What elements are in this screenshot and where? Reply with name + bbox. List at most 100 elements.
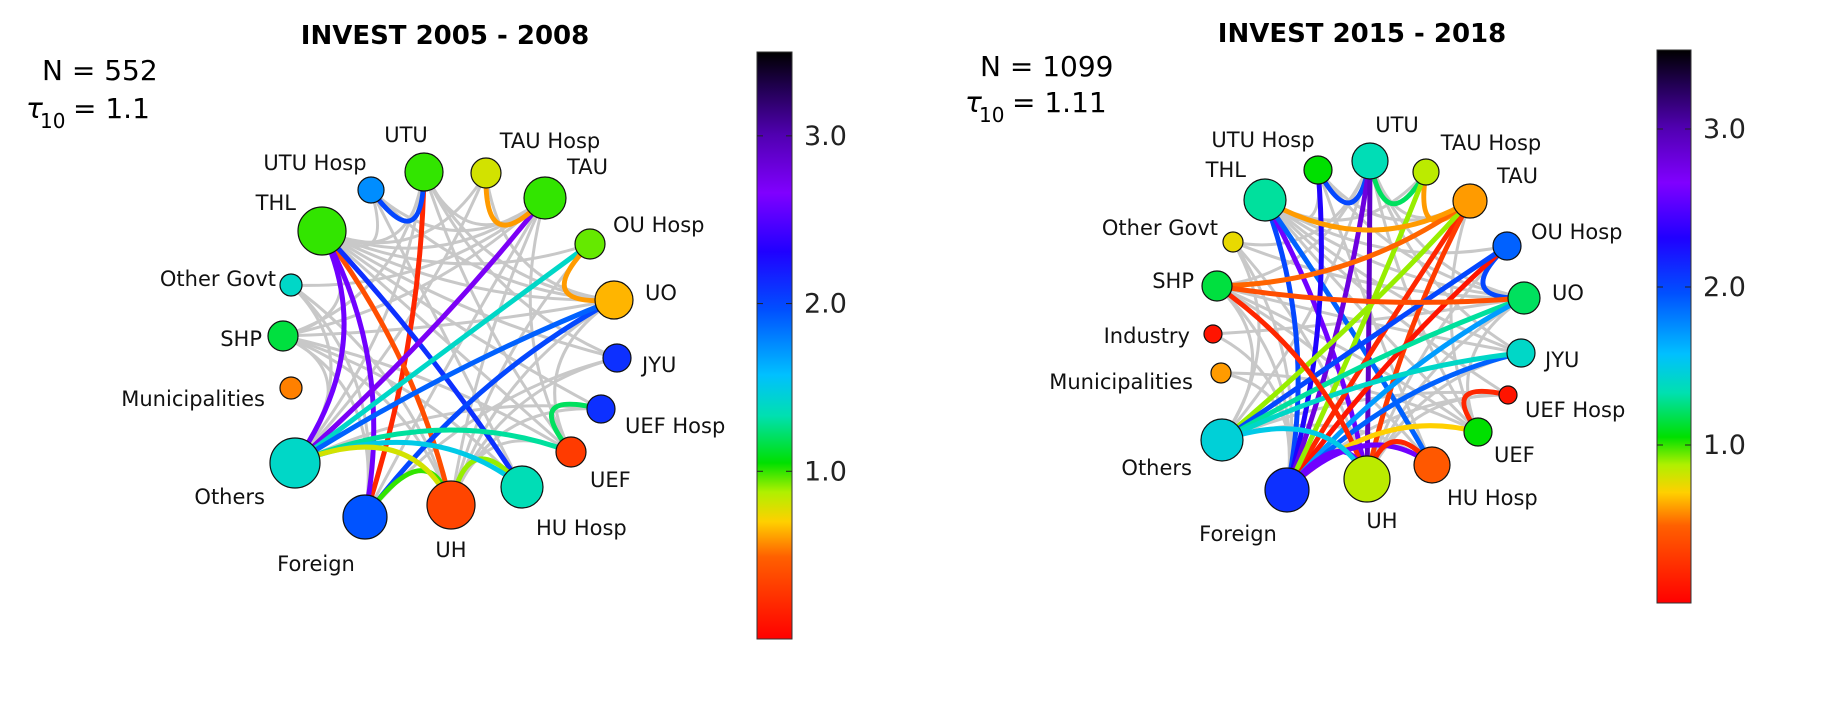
edge-uo-others — [292, 297, 617, 466]
node-thl — [1243, 178, 1287, 222]
node-labels: UTU TAU Hosp TAU OU Hosp UO JYU UEF Hosp UEF HU … — [1049, 113, 1625, 546]
colorbar-tick-label: 1.0 — [804, 456, 847, 487]
n-label: N = 1099 — [980, 50, 1113, 83]
background-edge — [321, 229, 591, 266]
background-edge — [528, 197, 573, 453]
edge-ouh-others — [292, 241, 593, 466]
node-jyu — [1506, 338, 1536, 368]
edge-thl-foreign — [1262, 197, 1301, 493]
edge-tauh-foreign — [1284, 169, 1429, 493]
node-label-foreign: Foreign — [277, 552, 355, 576]
tau-subscript: 10 — [40, 109, 65, 133]
node-huh — [500, 465, 544, 509]
background-edge — [449, 197, 547, 506]
background-edge — [321, 229, 602, 411]
background-edge — [1232, 160, 1372, 247]
node-label-others: Others — [1121, 456, 1192, 480]
node-huh — [1413, 446, 1451, 484]
node-label-municipalities: Municipalities — [121, 387, 265, 411]
colorbar-gradient — [1656, 49, 1692, 604]
node-tau — [1452, 183, 1488, 219]
background-edge — [290, 283, 453, 506]
panel-title: INVEST 2015 - 2018 — [1218, 19, 1506, 49]
colorbar-gradient — [756, 51, 793, 640]
edge-ouh-foreign — [1284, 243, 1510, 493]
node-shp — [267, 320, 299, 352]
node-uef — [555, 436, 587, 468]
colorbar-tick-label: 1.0 — [1703, 430, 1746, 461]
node-municipalities — [1210, 362, 1232, 384]
edge-tau-others — [292, 195, 548, 466]
edge-uefh-uef — [549, 401, 604, 455]
node-uefh — [1498, 385, 1518, 405]
tau-symbol: τ — [965, 86, 982, 119]
node-label-others: Others — [194, 485, 265, 509]
node-label-thl: THL — [255, 191, 297, 215]
colorbar: 1.0 2.0 3.0 — [756, 51, 847, 640]
node-uef — [1463, 417, 1493, 447]
network-nodes — [1200, 142, 1541, 513]
edge-utu-foreign — [362, 169, 427, 520]
background-edge — [1449, 200, 1480, 433]
node-tauh — [1412, 158, 1440, 186]
node-uo — [1507, 281, 1541, 315]
node-label-othergovt: Other Govt — [160, 267, 276, 291]
node-label-shp: SHP — [220, 327, 262, 351]
node-utu — [1351, 142, 1389, 180]
edge-shp-uo — [1214, 283, 1527, 305]
edge-thl-huh — [319, 228, 525, 490]
network-edges — [282, 169, 618, 520]
tau-value: = 1.11 — [1012, 86, 1107, 119]
colorbar: 1.0 2.0 3.0 — [1656, 49, 1746, 604]
background-edge — [484, 172, 615, 302]
n-label: N = 552 — [42, 54, 158, 87]
node-label-thl: THL — [1205, 158, 1247, 182]
background-edge — [1316, 169, 1525, 300]
node-label-tau: TAU — [566, 155, 608, 179]
node-label-shp: SHP — [1152, 269, 1194, 293]
tau-subscript: 10 — [979, 103, 1004, 127]
network-edges — [1212, 158, 1527, 493]
background-edge — [321, 172, 488, 245]
node-label-tauh: TAU Hosp — [499, 129, 601, 153]
node-label-jyu: JYU — [1543, 348, 1579, 372]
edge-thl-huh — [1262, 197, 1435, 468]
edge-thl-others — [292, 228, 347, 466]
background-edge — [282, 298, 615, 338]
node-uh — [1343, 455, 1391, 503]
colorbar-tick-label: 3.0 — [1703, 114, 1746, 145]
node-uefh — [586, 394, 616, 424]
tau-label: τ 10 = 1.11 — [965, 86, 1107, 127]
colorbar-tick-label: 2.0 — [1703, 272, 1746, 303]
edge-thl-foreign — [319, 228, 377, 520]
background-edge — [422, 171, 618, 360]
node-shp — [1201, 270, 1233, 302]
node-othergovt — [279, 273, 303, 297]
edge-utu-uh — [1364, 158, 1373, 482]
node-jyu — [602, 343, 632, 373]
panel-2015-2018: INVEST 2015 - 2018 N = 1099 τ 10 = 1.11 … — [965, 19, 1746, 604]
edge-tau-others — [1219, 198, 1473, 443]
node-tau — [523, 176, 567, 220]
background-edge — [369, 189, 524, 488]
node-others — [1200, 418, 1244, 462]
tau-value: = 1.1 — [73, 92, 150, 125]
tau-symbol: τ — [26, 92, 43, 125]
node-label-utu: UTU — [384, 123, 428, 147]
edge-shp-tau — [1214, 198, 1473, 289]
node-label-uef: UEF — [590, 468, 631, 492]
background-edge — [1220, 160, 1372, 441]
node-label-huh: HU Hosp — [536, 516, 627, 540]
node-label-tauh: TAU Hosp — [1440, 131, 1542, 155]
edge-uo-others — [1219, 295, 1527, 443]
node-label-ouh: OU Hosp — [613, 213, 705, 237]
edge-tau-foreign — [1284, 198, 1473, 493]
background-edge — [1216, 284, 1434, 466]
node-label-utuh: UTU Hosp — [1211, 128, 1314, 152]
node-municipalities — [279, 376, 303, 400]
node-ouh — [574, 228, 606, 260]
edge-ouh-others — [1219, 243, 1510, 443]
node-label-uef: UEF — [1494, 443, 1535, 467]
edge-utu-foreign — [1284, 158, 1373, 493]
background-edge — [282, 334, 453, 506]
